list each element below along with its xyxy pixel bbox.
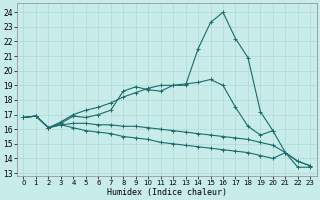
X-axis label: Humidex (Indice chaleur): Humidex (Indice chaleur) — [107, 188, 227, 197]
